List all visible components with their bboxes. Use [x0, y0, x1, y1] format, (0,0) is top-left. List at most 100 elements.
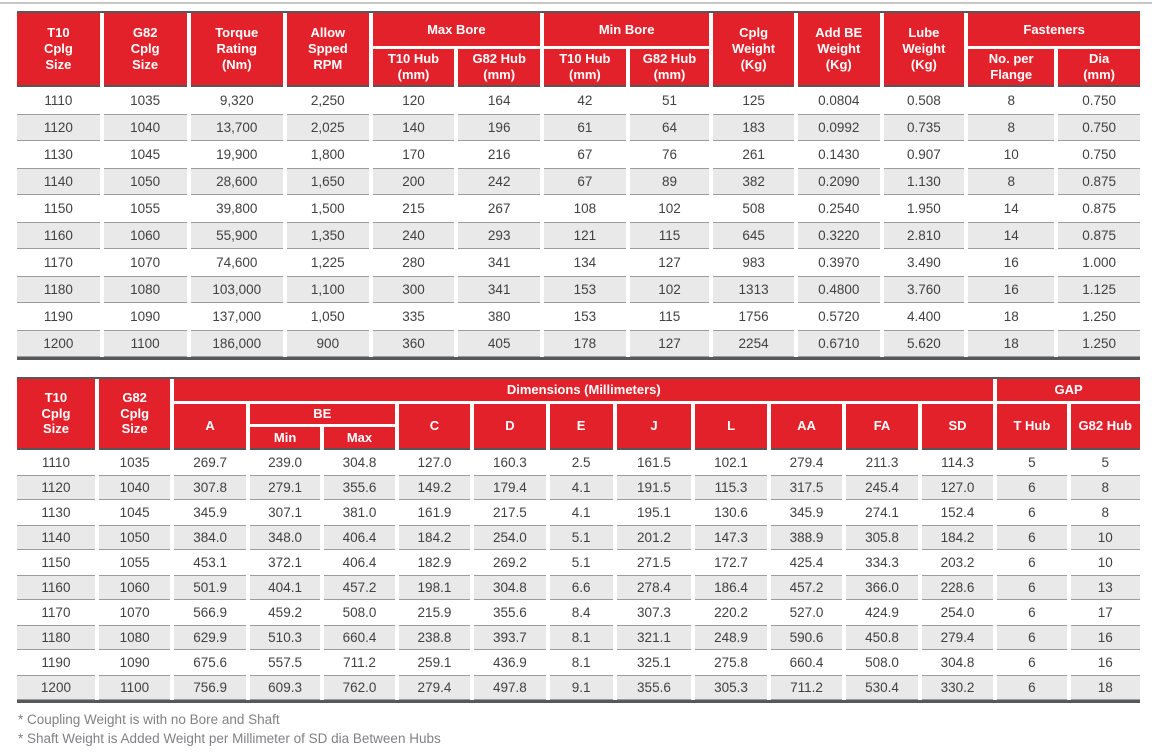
- table-cell: 557.5: [249, 650, 321, 675]
- table-cell: 1150: [17, 195, 100, 222]
- table-cell: 216: [458, 141, 541, 168]
- table-cell: 182.9: [398, 550, 471, 575]
- table-cell: 18: [968, 330, 1055, 357]
- table-cell: 497.8: [474, 675, 546, 700]
- table-cell: 153: [544, 276, 626, 303]
- table-cell: 2,025: [286, 114, 369, 141]
- table-cell: 186,000: [190, 330, 283, 357]
- table-row: 1150 1055 39,800 1,500 215 267 108 102 508 0.2540…: [17, 195, 1140, 222]
- table-cell: 510.3: [249, 625, 321, 650]
- table-cell: 348.0: [249, 525, 321, 550]
- table-cell: 393.7: [474, 625, 546, 650]
- table-cell: 269.7: [174, 450, 246, 475]
- coupling-specs-table: T10 Cplg Size G82 Cplg Size Torque Ratin…: [17, 13, 1140, 357]
- coupling-specs-table-body: 1110 1035 9,320 2,250 120 164 42 51 125 0.0804 0.5…: [17, 87, 1140, 357]
- footnote-shaft-weight: * Shaft Weight is Added Weight per Milli…: [18, 730, 441, 746]
- table-cell: 1.000: [1058, 249, 1140, 276]
- group-header-dimensions-mm: Dimensions (Millimeters): [174, 379, 994, 404]
- table-cell: 147.3: [695, 525, 767, 550]
- table-cell: 5: [1070, 450, 1140, 475]
- table-cell: 307.3: [616, 600, 692, 625]
- col-header-dim-c: C: [398, 404, 471, 450]
- table-row: 1140 1050 28,600 1,650 200 242 67 89 382 0.2090 1.…: [17, 168, 1140, 195]
- table-cell: 8: [968, 114, 1055, 141]
- table-cell: 1130: [17, 500, 95, 525]
- table-cell: 39,800: [190, 195, 283, 222]
- table-cell: 1090: [103, 303, 187, 330]
- group-header-max-bore: Max Bore: [372, 13, 541, 49]
- col-header-min-bore-g82-hub: G82 Hub (mm): [629, 49, 710, 87]
- table-cell: 0.5720: [797, 303, 880, 330]
- table-cell: 17: [1070, 600, 1140, 625]
- table-cell: 293: [458, 222, 541, 249]
- table-cell: 501.9: [174, 575, 246, 600]
- table-cell: 120: [372, 87, 455, 114]
- group-header-be: BE: [249, 404, 395, 427]
- table-cell: 6.6: [549, 575, 613, 600]
- table-cell: 0.0804: [797, 87, 880, 114]
- table-row: 1140 1050 384.0 348.0 406.4 184.2 254.0 5.1 201.…: [17, 525, 1140, 550]
- table-cell: 8.4: [549, 600, 613, 625]
- table-cell: 1160: [17, 575, 95, 600]
- col-header-cplg-weight: Cplg Weight (Kg): [713, 13, 794, 87]
- table-cell: 6: [997, 575, 1067, 600]
- group-header-fasteners: Fasteners: [968, 13, 1140, 49]
- table-cell: 1045: [98, 500, 171, 525]
- col-header-dim-fa: FA: [846, 404, 918, 450]
- table-cell: 1040: [103, 114, 187, 141]
- table-cell: 245.4: [846, 475, 918, 500]
- footnote-coupling-weight: * Coupling Weight is with no Bore and Sh…: [18, 712, 280, 727]
- table-cell: 2.5: [549, 450, 613, 475]
- table-cell: 240: [372, 222, 455, 249]
- table-cell: 0.750: [1058, 114, 1140, 141]
- table-row: 1200 1100 756.9 609.3 762.0 279.4 497.8 9.1 355.…: [17, 675, 1140, 700]
- table-cell: 278.4: [616, 575, 692, 600]
- table-cell: 1050: [98, 525, 171, 550]
- table-cell: 366.0: [846, 575, 918, 600]
- table-cell: 1160: [17, 222, 100, 249]
- table-cell: 8: [968, 87, 1055, 114]
- table-cell: 203.2: [921, 550, 994, 575]
- table-cell: 8.1: [549, 650, 613, 675]
- table-cell: 0.750: [1058, 87, 1140, 114]
- footnotes: * Coupling Weight is with no Bore and Sh…: [18, 711, 1140, 749]
- table-cell: 280: [372, 249, 455, 276]
- table-cell: 102.1: [695, 450, 767, 475]
- table-cell: 2254: [713, 330, 794, 357]
- dimensions-table-body: 1110 1035 269.7 239.0 304.8 127.0 160.3 2.5 161.…: [17, 450, 1140, 700]
- table-cell: 184.2: [398, 525, 471, 550]
- table-cell: 127.0: [398, 450, 471, 475]
- table-cell: 134: [544, 249, 626, 276]
- table-cell: 0.0992: [797, 114, 880, 141]
- table-cell: 201.2: [616, 525, 692, 550]
- table-cell: 1,500: [286, 195, 369, 222]
- table-cell: 645: [713, 222, 794, 249]
- table-row: 1180 1080 629.9 510.3 660.4 238.8 393.7 8.1 321.…: [17, 625, 1140, 650]
- table-cell: 5: [997, 450, 1067, 475]
- table-cell: 384.0: [174, 525, 246, 550]
- table-cell: 164: [458, 87, 541, 114]
- table-cell: 8: [1070, 475, 1140, 500]
- table-cell: 660.4: [324, 625, 395, 650]
- table-cell: 1120: [17, 114, 100, 141]
- table-cell: 13,700: [190, 114, 283, 141]
- table-cell: 711.2: [770, 675, 843, 700]
- table-cell: 196: [458, 114, 541, 141]
- table-cell: 10: [1070, 525, 1140, 550]
- group-header-gap: GAP: [997, 379, 1140, 404]
- table-cell: 345.9: [770, 500, 843, 525]
- table-cell: 660.4: [770, 650, 843, 675]
- table-cell: 1100: [103, 330, 187, 357]
- table-cell: 325.1: [616, 650, 692, 675]
- table-cell: 1130: [17, 141, 100, 168]
- table-cell: 1045: [103, 141, 187, 168]
- table-cell: 382: [713, 168, 794, 195]
- table-cell: 1035: [103, 87, 187, 114]
- table-cell: 170: [372, 141, 455, 168]
- table-cell: 127: [629, 249, 710, 276]
- table-cell: 115: [629, 303, 710, 330]
- table-cell: 271.5: [616, 550, 692, 575]
- table-cell: 1090: [98, 650, 171, 675]
- table-cell: 406.4: [324, 550, 395, 575]
- table-row: 1110 1035 269.7 239.0 304.8 127.0 160.3 2.5 161.…: [17, 450, 1140, 475]
